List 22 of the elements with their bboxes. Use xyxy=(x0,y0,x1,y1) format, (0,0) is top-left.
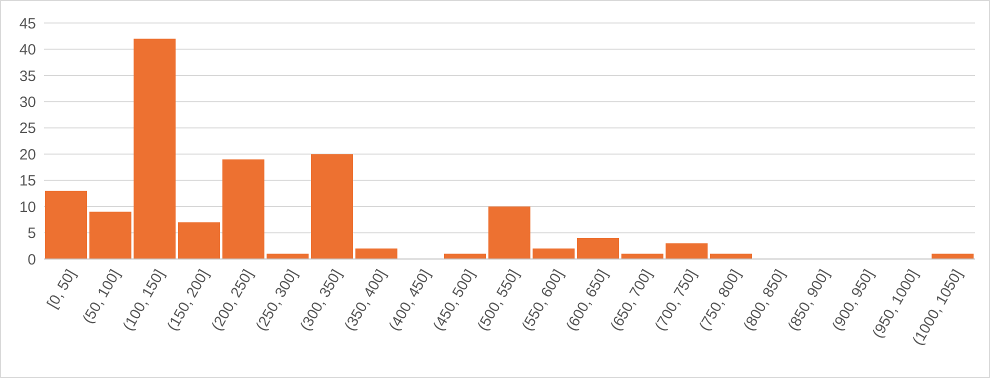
bar xyxy=(222,159,264,259)
y-tick-label: 45 xyxy=(19,15,36,32)
bar xyxy=(178,222,220,259)
x-tick-label: [0, 50] xyxy=(44,266,80,312)
y-tick-label: 5 xyxy=(28,225,36,242)
bar xyxy=(532,248,575,259)
bar xyxy=(89,212,132,259)
y-tick-label: 30 xyxy=(19,94,36,111)
bar xyxy=(134,38,176,259)
bar xyxy=(488,206,530,259)
bar xyxy=(577,238,619,259)
y-tick-label: 10 xyxy=(19,198,36,216)
y-tick-label: 15 xyxy=(19,172,36,190)
y-tick-label: 0 xyxy=(28,251,36,268)
bar xyxy=(311,154,353,259)
bar xyxy=(355,248,398,259)
bar xyxy=(45,190,87,259)
y-tick-label: 25 xyxy=(19,120,36,138)
y-tick-label: 35 xyxy=(19,68,36,85)
y-tick-label: 20 xyxy=(19,146,36,164)
bar xyxy=(666,243,708,259)
y-tick-label: 40 xyxy=(19,42,36,59)
